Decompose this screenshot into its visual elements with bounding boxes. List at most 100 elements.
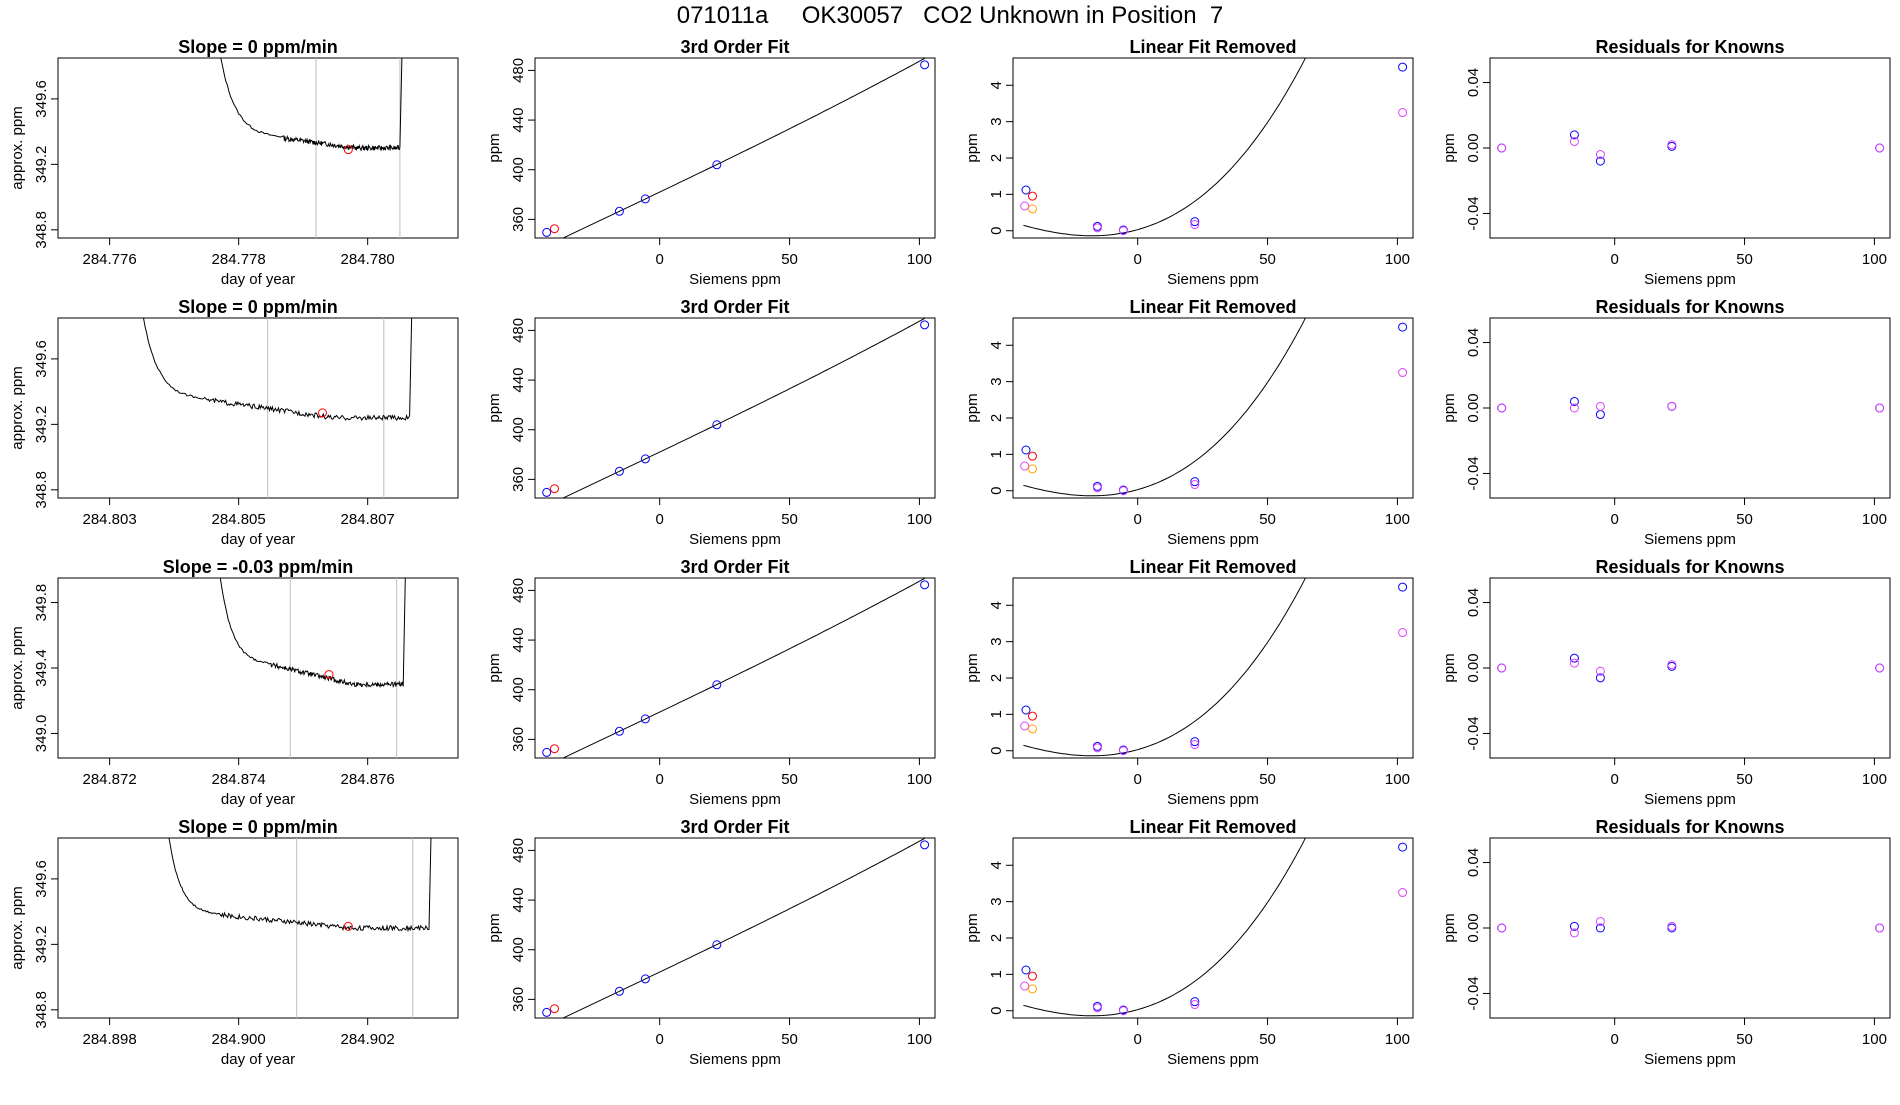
plot-frame [1012, 317, 1414, 499]
y-tick-label: 0.00 [1465, 393, 1482, 422]
x-tick-label: 284.776 [82, 251, 136, 268]
y-tick-label: 3 [988, 117, 1005, 125]
data-point-blue [1398, 322, 1408, 332]
data-point-blue [542, 487, 552, 497]
x-tick-label: 50 [1736, 511, 1753, 528]
fit-curve [1023, 58, 1307, 237]
x-axis-label: Siemens ppm [1167, 531, 1259, 548]
x-tick-label: 100 [1862, 251, 1887, 268]
data-point-magenta [1118, 746, 1128, 756]
data-point-blue [1021, 445, 1031, 455]
fit-curve [561, 318, 925, 498]
y-tick-label: 1 [988, 190, 1005, 198]
y-tick-label: 349.2 [33, 406, 50, 444]
data-point-blue [1398, 62, 1408, 72]
panel-r1-linear: Linear Fit Removed 0 50 100 Siemens ppm 0 1 2 3 4… [964, 37, 1414, 288]
y-axis-label: ppm [1441, 653, 1458, 682]
x-tick-label: 100 [1385, 251, 1410, 268]
x-tick-label: 50 [1736, 1031, 1753, 1048]
plot-area [168, 838, 432, 1018]
data-point-magenta [1190, 220, 1200, 230]
y-tick-label: 0.04 [1465, 68, 1482, 97]
y-axis-label: ppm [486, 913, 503, 942]
x-tick-label: 0 [656, 511, 664, 528]
data-point-red [1027, 971, 1037, 981]
y-axis-label: ppm [964, 133, 981, 162]
y-axis-label: ppm [964, 913, 981, 942]
x-tick-label: 100 [1385, 511, 1410, 528]
x-tick-label: 0 [656, 771, 664, 788]
y-tick-label: 2 [988, 934, 1005, 942]
data-point-blue [920, 60, 930, 70]
plot-area [1020, 318, 1408, 497]
data-point-blue [1021, 705, 1031, 715]
y-tick-label: 360 [510, 467, 527, 492]
y-tick-label: 400 [510, 937, 527, 962]
y-tick-label: 4 [988, 601, 1005, 609]
data-point-magenta [1190, 1000, 1200, 1010]
y-tick-label: 0.04 [1465, 848, 1482, 877]
plot-area [142, 318, 413, 498]
panel-r3-time: Slope = -0.03 ppm/min 284.872 284.874 284.8… [9, 557, 459, 808]
y-tick-label: -0.04 [1465, 196, 1482, 230]
data-point-magenta [1667, 660, 1677, 670]
y-tick-label: 440 [510, 368, 527, 393]
x-axis-label: day of year [221, 531, 295, 548]
data-point-magenta [1875, 663, 1885, 673]
y-tick-label: 4 [988, 341, 1005, 349]
data-point-magenta [1569, 658, 1579, 668]
data-point-blue [920, 320, 930, 330]
y-tick-label: 0 [988, 747, 1005, 755]
panel-title: Residuals for Knowns [1595, 817, 1784, 837]
data-point-magenta [1497, 923, 1507, 933]
fit-curve [561, 58, 925, 238]
x-tick-label: 284.898 [82, 1031, 136, 1048]
data-point-red [1027, 451, 1037, 461]
plot-frame [1012, 837, 1414, 1019]
data-point-magenta [1020, 201, 1030, 211]
y-tick-label: 2 [988, 414, 1005, 422]
y-tick-label: 480 [510, 578, 527, 603]
y-tick-label: 480 [510, 318, 527, 343]
data-point-blue [920, 580, 930, 590]
x-tick-label: 0 [1611, 251, 1619, 268]
data-point-blue [1190, 217, 1200, 227]
y-tick-label: 1 [988, 970, 1005, 978]
y-tick-label: 3 [988, 637, 1005, 645]
x-axis-label: day of year [221, 271, 295, 288]
x-tick-label: 100 [1862, 1031, 1887, 1048]
data-point-magenta [1118, 1006, 1128, 1016]
y-tick-label: 360 [510, 727, 527, 752]
y-tick-label: 440 [510, 628, 527, 653]
data-point-blue [1569, 396, 1579, 406]
data-point-magenta [1398, 368, 1408, 378]
data-point-magenta [1875, 403, 1885, 413]
y-tick-label: 0.00 [1465, 653, 1482, 682]
data-point-blue [1398, 842, 1408, 852]
panel-title: 3rd Order Fit [680, 817, 789, 837]
figure-title: 071011a OK30057 CO2 Unknown in Position … [676, 2, 1224, 29]
y-tick-label: 400 [510, 417, 527, 442]
data-point-blue [614, 206, 624, 216]
plot-area [1497, 396, 1885, 420]
time-series-trace [142, 318, 413, 422]
x-tick-label: 0 [656, 1031, 664, 1048]
panel-title: 3rd Order Fit [680, 37, 789, 57]
data-point-blue [542, 747, 552, 757]
data-point-magenta [1569, 928, 1579, 938]
y-tick-label: -0.04 [1465, 976, 1482, 1010]
data-point-blue [1569, 653, 1579, 663]
data-point-magenta [1190, 740, 1200, 750]
y-tick-label: -0.04 [1465, 456, 1482, 490]
x-tick-label: 284.803 [82, 511, 136, 528]
sample-marker [343, 921, 353, 931]
x-axis-label: Siemens ppm [1644, 791, 1736, 808]
y-axis-label: approx. ppm [9, 886, 26, 969]
plot-area [220, 58, 403, 238]
x-tick-label: 284.872 [82, 771, 136, 788]
y-tick-label: 0 [988, 487, 1005, 495]
y-tick-label: 440 [510, 108, 527, 133]
data-point-magenta [1092, 743, 1102, 753]
panel-title: Linear Fit Removed [1129, 37, 1296, 57]
